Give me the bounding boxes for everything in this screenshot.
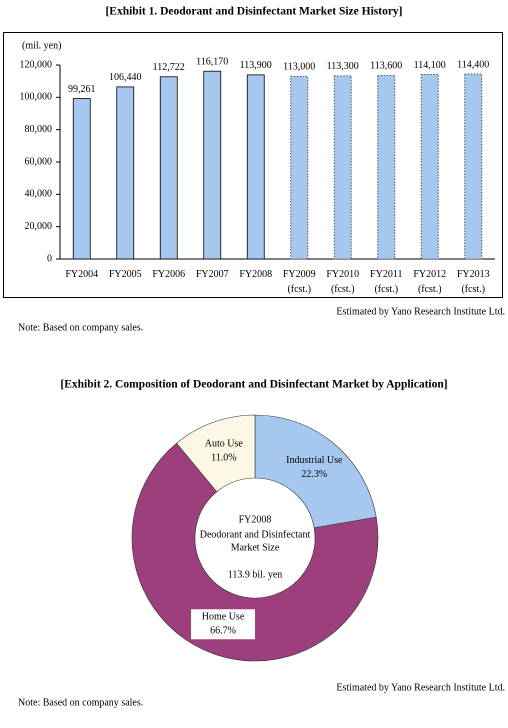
x-tick-label: FY2008 — [239, 269, 273, 280]
donut-slice — [176, 414, 256, 493]
slice-value: 66.7% — [210, 626, 236, 637]
slice-label: Industrial Use — [286, 455, 343, 466]
value-label: 112,722 — [153, 62, 185, 73]
y-tick-label: 40,000 — [25, 189, 53, 200]
x-tick-label: FY2005 — [108, 269, 142, 280]
slice-label: Auto Use — [205, 439, 244, 450]
note: Note: Based on company sales. — [18, 322, 143, 333]
bar — [333, 75, 352, 260]
bar — [290, 75, 309, 260]
donut-slice — [131, 442, 379, 662]
center-text: Deodorant and Disinfectant — [200, 529, 311, 540]
source: Estimated by Yano Research Institute Ltd… — [336, 306, 505, 317]
source: Estimated by Yano Research Institute Ltd… — [336, 682, 505, 693]
value-label: 106,440 — [109, 72, 142, 83]
bar — [420, 74, 439, 260]
bar — [116, 86, 135, 260]
slice-value: 22.3% — [301, 469, 327, 480]
value-label: 114,400 — [457, 59, 489, 70]
bar — [377, 74, 396, 260]
bar — [72, 98, 91, 260]
x-tick-label: FY2012 (fcst.) — [413, 269, 447, 295]
label-background — [191, 609, 256, 640]
donut-slice — [254, 414, 377, 529]
bar — [246, 74, 265, 260]
value-label: 113,600 — [370, 61, 402, 72]
bar — [464, 73, 483, 260]
slice-value: 11.0% — [211, 453, 236, 464]
value-label: 114,100 — [414, 60, 446, 71]
center-text: FY2008 — [239, 514, 272, 525]
chart-frame — [3, 32, 503, 298]
y-tick-label: 60,000 — [25, 156, 53, 167]
y-tick-label: 0 — [47, 253, 52, 264]
x-tick-label: FY2010 (fcst.) — [326, 269, 360, 295]
x-tick-label: FY2004 — [65, 269, 99, 280]
value-label: 113,000 — [283, 62, 315, 73]
x-tick-label: FY2007 — [195, 269, 229, 280]
center-text: 113.9 bil. yen — [228, 569, 283, 580]
x-tick-label: FY2009 (fcst.) — [282, 269, 316, 295]
y-tick-label: 100,000 — [20, 92, 53, 103]
value-label: 116,170 — [196, 56, 228, 67]
value-label: 113,300 — [327, 61, 359, 72]
x-tick-label: FY2013 (fcst.) — [456, 269, 490, 295]
chart-title: [Exhibit 2. Composition of Deodorant and… — [60, 379, 447, 391]
bar — [159, 76, 178, 260]
value-label: 99,261 — [68, 84, 96, 95]
value-label: 113,900 — [240, 60, 272, 71]
y-tick-label: 20,000 — [25, 221, 53, 232]
x-tick-label: FY2006 — [152, 269, 186, 280]
bar — [203, 70, 222, 260]
x-tick-label: FY2011 (fcst.) — [370, 269, 403, 295]
note: Note: Based on company sales. — [18, 697, 143, 708]
center-text: Market Size — [231, 542, 280, 553]
y-axis-unit: (mil. yen) — [22, 40, 61, 51]
y-tick-label: 120,000 — [20, 59, 53, 70]
slice-label: Home Use — [202, 612, 245, 623]
chart-title: [Exhibit 1. Deodorant and Disinfectant M… — [105, 6, 402, 18]
y-tick-label: 80,000 — [25, 124, 53, 135]
